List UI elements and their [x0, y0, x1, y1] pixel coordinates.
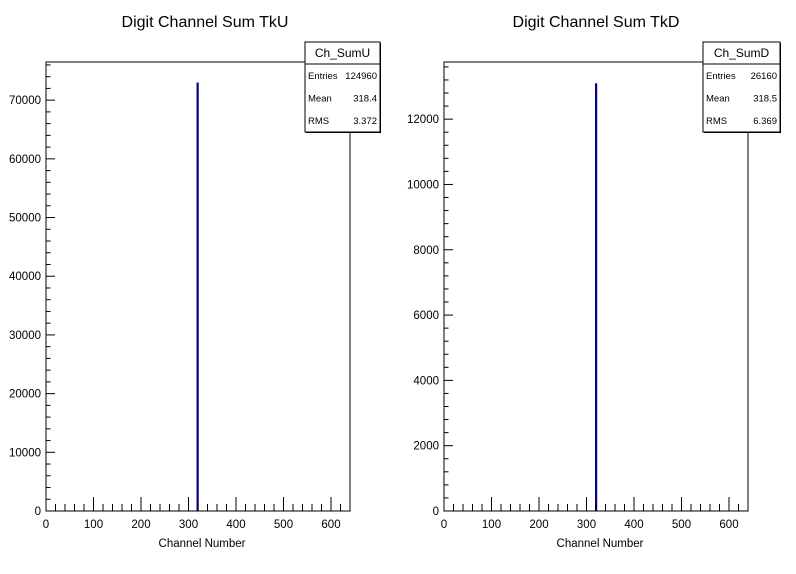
x-tick-label: 500: [672, 519, 691, 531]
stats-row-value: 318.4: [353, 94, 377, 105]
y-tick-label: 40000: [9, 271, 41, 283]
y-tick-label: 50000: [9, 213, 41, 225]
x-tick-label: 200: [131, 519, 150, 531]
y-tick-label: 20000: [9, 389, 41, 401]
stats-row-label: RMS: [308, 116, 329, 127]
stats-row-value: 6.369: [753, 116, 777, 127]
y-tick-label: 10000: [407, 179, 439, 191]
stats-box-name: Ch_SumD: [714, 46, 770, 60]
y-tick-label: 60000: [9, 154, 41, 166]
x-tick-label: 100: [84, 519, 103, 531]
x-tick-label: 300: [179, 519, 198, 531]
histogram-bin: [196, 82, 199, 511]
chart-title: Digit Channel Sum TkU: [122, 14, 289, 31]
histogram-pad-1: Digit Channel Sum TkU 0 100 200 300 400 500 600…: [9, 14, 381, 550]
x-axis-label: Channel Number: [557, 538, 644, 550]
stats-box: Ch_SumD Entries 26160 Mean 318.5 RMS 6.369: [702, 41, 781, 133]
y-tick-label: 2000: [413, 441, 439, 453]
stats-row-label: RMS: [706, 116, 727, 127]
x-tick-label: 400: [226, 519, 245, 531]
y-tick-label: 4000: [413, 375, 439, 387]
y-tick-label: 8000: [413, 245, 439, 257]
stats-row-label: Mean: [308, 94, 332, 105]
y-tick-label: 10000: [9, 447, 41, 459]
stats-row-value: 124960: [345, 71, 377, 82]
y-tick-label: 0: [35, 506, 41, 518]
histogram-bin: [595, 83, 598, 511]
y-tick-label: 6000: [413, 310, 439, 322]
x-tick-label: 500: [274, 519, 293, 531]
y-tick-label: 0: [433, 506, 439, 518]
stats-row-label: Mean: [706, 94, 730, 105]
x-tick-label: 600: [321, 519, 340, 531]
chart-title: Digit Channel Sum TkD: [513, 14, 680, 31]
x-axis-label: Channel Number: [159, 538, 246, 550]
stats-box: Ch_SumU Entries 124960 Mean 318.4 RMS 3.372: [304, 41, 381, 133]
x-tick-label: 400: [624, 519, 643, 531]
histogram-pad-2: Digit Channel Sum TkD 0 100 200 300 400 500 600…: [407, 14, 781, 550]
stats-row-value: 3.372: [353, 116, 377, 127]
x-tick-label: 200: [529, 519, 548, 531]
stats-box-frame: [304, 41, 381, 133]
y-tick-label: 30000: [9, 330, 41, 342]
stats-row-label: Entries: [706, 71, 736, 82]
stats-box-name: Ch_SumU: [315, 46, 370, 60]
y-tick-label: 70000: [9, 95, 41, 107]
stats-box-frame: [702, 41, 781, 133]
x-tick-label: 0: [43, 519, 49, 531]
x-tick-label: 0: [441, 519, 447, 531]
y-tick-label: 12000: [407, 114, 439, 126]
stats-row-value: 26160: [751, 71, 777, 82]
x-tick-label: 300: [577, 519, 596, 531]
stats-row-label: Entries: [308, 71, 338, 82]
x-tick-label: 600: [719, 519, 738, 531]
x-tick-label: 100: [482, 519, 501, 531]
stats-row-value: 318.5: [753, 94, 777, 105]
